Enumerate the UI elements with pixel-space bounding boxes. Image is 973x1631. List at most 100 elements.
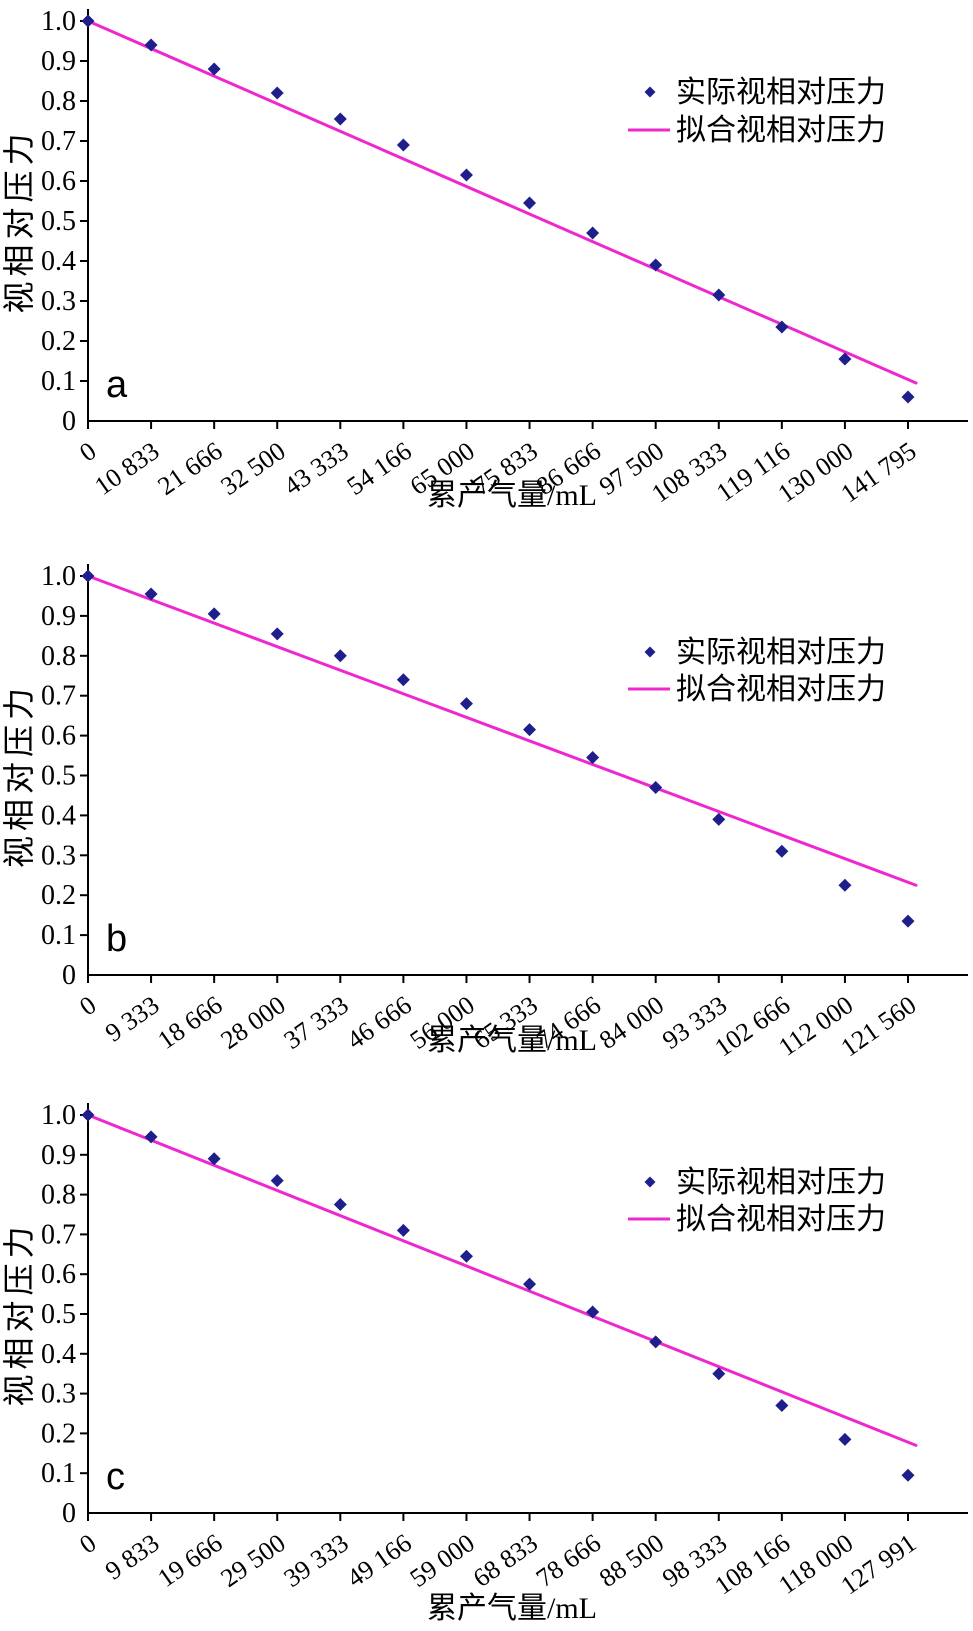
y-tick-label: 0.2 xyxy=(41,880,76,911)
data-point xyxy=(81,1108,95,1122)
data-point xyxy=(901,390,915,404)
y-tick-label: 0.8 xyxy=(41,86,76,117)
legend-actual-label: 实际视相对压力 xyxy=(676,636,886,669)
data-point xyxy=(333,112,347,126)
y-tick-label: 0.3 xyxy=(41,1379,76,1410)
y-tick-label: 0.6 xyxy=(41,1259,76,1290)
data-point xyxy=(838,878,852,892)
x-tick-label: 0 xyxy=(74,436,101,467)
y-tick-label: 0.7 xyxy=(41,1219,76,1250)
x-tick-label: 0 xyxy=(74,1528,101,1559)
data-point xyxy=(81,14,95,28)
data-point xyxy=(586,226,600,240)
data-point xyxy=(459,697,473,711)
chart-panel-c: 00.10.20.30.40.50.60.70.80.91.009 83319 … xyxy=(1,1100,968,1625)
legend-fitted-label: 拟合视相对压力 xyxy=(676,1203,886,1236)
x-axis-title: 累产气量/mL xyxy=(427,479,597,512)
y-tick-label: 0.3 xyxy=(41,286,76,317)
x-tick-label: 29 500 xyxy=(215,1528,290,1593)
data-point xyxy=(396,1223,410,1237)
y-tick-label: 0.4 xyxy=(41,1339,76,1370)
legend-fitted-label: 拟合视相对压力 xyxy=(676,114,886,147)
y-tick-label: 0.9 xyxy=(41,601,76,632)
x-tick-label: 37 333 xyxy=(279,990,354,1055)
data-point xyxy=(712,812,726,826)
data-point xyxy=(333,649,347,663)
y-tick-label: 0 xyxy=(62,406,76,437)
x-tick-label: 32 500 xyxy=(215,436,290,501)
y-tick-label: 1.0 xyxy=(41,1100,76,1131)
data-point xyxy=(523,1277,537,1291)
data-point xyxy=(523,723,537,737)
y-tick-label: 0.8 xyxy=(41,1180,76,1211)
y-tick-label: 0.5 xyxy=(41,206,76,237)
y-axis-title: 视相对压力 xyxy=(1,683,37,868)
y-tick-label: 0.6 xyxy=(41,166,76,197)
data-point xyxy=(396,673,410,687)
legend-fitted-label: 拟合视相对压力 xyxy=(676,673,886,706)
fitted-line xyxy=(86,1113,918,1447)
chart-panel-b: 00.10.20.30.40.50.60.70.80.91.009 33318 … xyxy=(1,561,968,1062)
x-tick-label: 0 xyxy=(74,990,101,1021)
y-axis-title: 视相对压力 xyxy=(1,1221,37,1406)
y-tick-label: 0.5 xyxy=(41,1299,76,1330)
data-point xyxy=(270,627,284,641)
data-point xyxy=(649,258,663,272)
data-point xyxy=(207,1152,221,1166)
y-tick-label: 0.1 xyxy=(41,366,76,397)
y-tick-label: 0.7 xyxy=(41,681,76,712)
data-point xyxy=(333,1198,347,1212)
y-tick-label: 0.8 xyxy=(41,641,76,672)
y-tick-label: 1.0 xyxy=(41,561,76,592)
x-tick-label: 46 666 xyxy=(342,990,417,1055)
legend-diamond-icon xyxy=(644,1176,656,1188)
x-tick-label: 54 166 xyxy=(342,436,417,501)
data-point xyxy=(144,1130,158,1144)
x-tick-label: 18 666 xyxy=(152,990,227,1055)
y-tick-label: 0 xyxy=(62,1498,76,1529)
legend-actual-label: 实际视相对压力 xyxy=(676,1166,886,1199)
x-axis-title: 累产气量/mL xyxy=(427,1024,597,1057)
x-tick-label: 39 333 xyxy=(279,1528,354,1593)
legend-diamond-icon xyxy=(644,646,656,658)
data-point xyxy=(901,914,915,928)
data-point xyxy=(459,168,473,182)
legend-diamond-icon xyxy=(644,86,656,98)
y-tick-label: 0.5 xyxy=(41,761,76,792)
x-tick-label: 21 666 xyxy=(152,436,227,501)
panel-label: c xyxy=(106,1456,125,1498)
data-point xyxy=(396,138,410,152)
data-point xyxy=(775,1399,789,1413)
data-point xyxy=(712,288,726,302)
x-axis-title: 累产气量/mL xyxy=(427,1592,597,1625)
data-point xyxy=(459,1249,473,1263)
x-tick-label: 43 333 xyxy=(279,436,354,501)
y-axis-title: 视相对压力 xyxy=(1,128,37,313)
data-point xyxy=(144,587,158,601)
y-tick-label: 0.7 xyxy=(41,126,76,157)
data-point xyxy=(586,751,600,765)
data-point xyxy=(270,86,284,100)
y-tick-label: 1.0 xyxy=(41,6,76,37)
fitted-line xyxy=(86,19,918,385)
x-tick-label: 78 666 xyxy=(531,1528,606,1593)
fitted-line xyxy=(86,574,918,887)
data-point xyxy=(901,1468,915,1482)
data-point xyxy=(586,1305,600,1319)
data-point xyxy=(838,1432,852,1446)
data-point xyxy=(838,352,852,366)
data-point xyxy=(523,196,537,210)
data-point xyxy=(775,320,789,334)
data-point xyxy=(207,62,221,76)
panel-label: a xyxy=(106,364,128,406)
y-tick-label: 0.4 xyxy=(41,800,76,831)
x-tick-label: 88 500 xyxy=(594,1528,669,1593)
data-point xyxy=(775,844,789,858)
x-tick-label: 28 000 xyxy=(215,990,290,1055)
x-tick-label: 84 000 xyxy=(594,990,669,1055)
y-tick-label: 0.6 xyxy=(41,721,76,752)
y-tick-label: 0.9 xyxy=(41,1140,76,1171)
legend-actual-label: 实际视相对压力 xyxy=(676,76,886,109)
data-point xyxy=(144,38,158,52)
